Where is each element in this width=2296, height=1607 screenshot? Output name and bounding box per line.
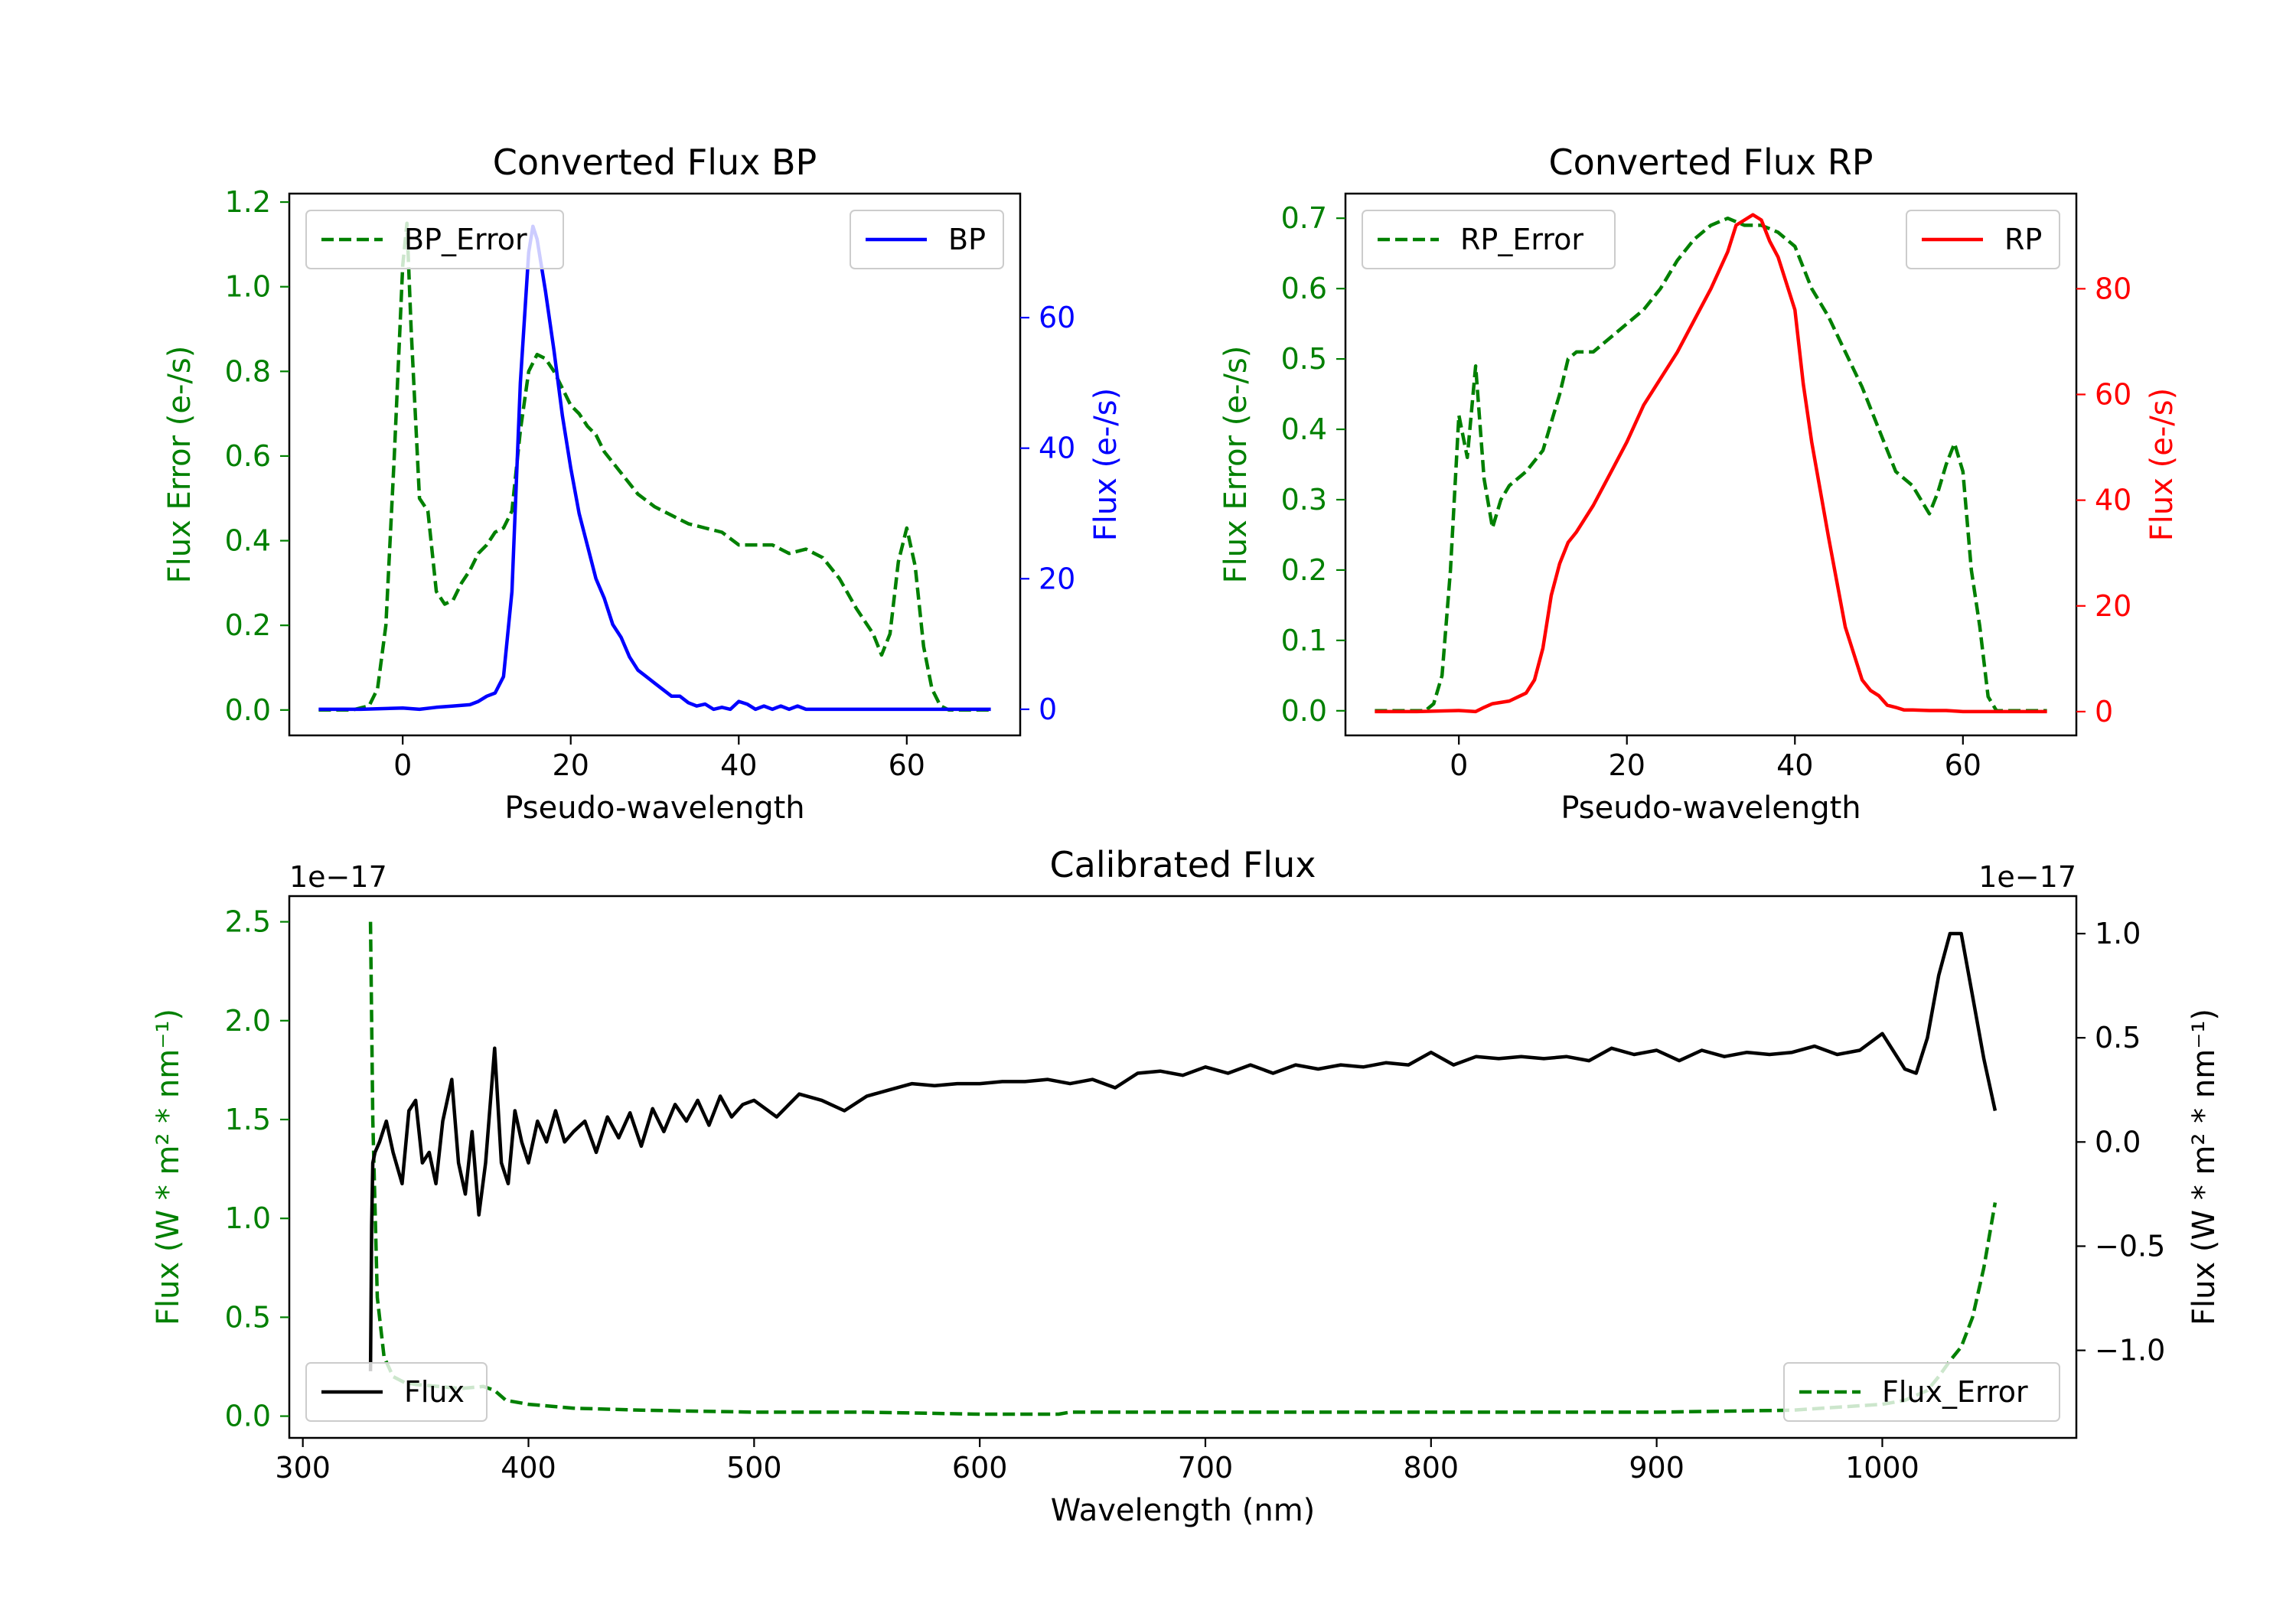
legend-box xyxy=(1362,210,1616,269)
y-left-tick-label: 0.5 xyxy=(1281,342,1327,376)
x-tick-label: 600 xyxy=(952,1451,1008,1485)
legend-box xyxy=(1783,1362,2060,1422)
y-left-axis-label: Flux Error (e-/s) xyxy=(1218,346,1254,584)
series-line-bp xyxy=(318,224,991,712)
y-left-tick-label: 0.8 xyxy=(225,354,271,388)
y-right-tick-label: 0 xyxy=(2095,695,2113,729)
y-left-tick-label: 2.5 xyxy=(225,905,271,939)
x-tick-label: 40 xyxy=(1776,748,1813,782)
y-left-offset-label: 1e−17 xyxy=(289,860,387,894)
y-left-tick-label: 2.0 xyxy=(225,1004,271,1038)
legend-label: Flux xyxy=(404,1375,465,1409)
x-tick-label: 1000 xyxy=(1845,1451,1919,1485)
y-left-tick-label: 0.2 xyxy=(225,608,271,642)
y-right-tick-label: −1.0 xyxy=(2095,1334,2165,1367)
y-right-tick-label: −0.5 xyxy=(2095,1229,2165,1263)
chart-title: Converted Flux BP xyxy=(493,142,817,183)
y-right-tick-label: 20 xyxy=(1039,562,1075,595)
x-tick-label: 900 xyxy=(1629,1451,1684,1485)
y-right-tick-label: 0.0 xyxy=(2095,1125,2141,1159)
chart-title: Converted Flux RP xyxy=(1549,142,1874,183)
x-axis-label: Pseudo-wavelength xyxy=(1561,790,1861,826)
y-right-tick-label: 60 xyxy=(2095,377,2131,411)
x-tick-label: 0 xyxy=(1450,748,1468,782)
y-right-tick-label: 20 xyxy=(2095,589,2131,623)
legend-flux: Flux xyxy=(305,1362,488,1422)
x-tick-label: 60 xyxy=(1945,748,1981,782)
series-line-rp xyxy=(1375,213,2047,714)
y-left-tick-label: 0.3 xyxy=(1281,483,1327,517)
y-right-axis-label: Flux (e-/s) xyxy=(1088,388,1124,541)
legend-bp-error: BP_Error xyxy=(305,210,564,269)
y-left-tick-label: 0.4 xyxy=(1281,412,1327,446)
x-axis-label: Wavelength (nm) xyxy=(1051,1493,1316,1528)
legend-flux-error: Flux_Error xyxy=(1783,1362,2060,1422)
x-tick-label: 20 xyxy=(553,748,589,782)
series-line-flux xyxy=(368,931,1998,1371)
y-right-tick-label: 0 xyxy=(1039,693,1057,726)
legend-bp: BP xyxy=(850,210,1004,269)
y-left-tick-label: 0.4 xyxy=(225,524,271,558)
y-right-axis-label: Flux (e-/s) xyxy=(2144,388,2180,541)
legend-label: RP xyxy=(2004,223,2042,256)
y-left-tick-label: 0.0 xyxy=(225,1400,271,1433)
y-left-tick-label: 1.2 xyxy=(225,185,271,219)
y-left-tick-label: 0.0 xyxy=(225,693,271,727)
y-right-tick-label: 80 xyxy=(2095,272,2131,305)
rp-converted-flux-panel: 0 20 40 60 0.0 0.1 0.2 0.3 0.4 0.5 0.6 0.7 0 20 40 60 80… xyxy=(1218,142,2180,826)
y-right-tick-label: 1.0 xyxy=(2095,917,2141,950)
calibrated-flux-panel: 300 400 500 600 700 800 900 1000 0.0 0.5 1.0 1.5 2.0… xyxy=(151,844,2222,1528)
legend-label: RP_Error xyxy=(1460,223,1583,256)
x-tick-label: 700 xyxy=(1178,1451,1234,1485)
y-left-tick-label: 0.1 xyxy=(1281,624,1327,657)
y-right-tick-label: 60 xyxy=(1039,301,1075,334)
y-left-tick-label: 1.0 xyxy=(225,1201,271,1235)
legend-label: BP_Error xyxy=(404,223,527,256)
y-left-tick-label: 0.0 xyxy=(1281,694,1327,728)
y-left-axis-label: Flux Error (e-/s) xyxy=(162,346,197,584)
y-left-tick-label: 1.0 xyxy=(225,270,271,304)
y-right-tick-label: 0.5 xyxy=(2095,1021,2141,1054)
legend-box xyxy=(305,1362,488,1422)
y-left-tick-label: 1.5 xyxy=(225,1103,271,1136)
plot-area xyxy=(318,221,991,712)
x-tick-label: 800 xyxy=(1404,1451,1459,1485)
y-left-axis-label: Flux (W * m² * nm⁻¹) xyxy=(151,1009,186,1325)
series-line-rp-error xyxy=(1375,216,2047,713)
x-tick-label: 60 xyxy=(889,748,925,782)
y-left-tick-label: 0.2 xyxy=(1281,553,1327,587)
y-right-offset-label: 1e−17 xyxy=(1978,860,2076,894)
x-tick-label: 20 xyxy=(1609,748,1645,782)
x-tick-label: 300 xyxy=(275,1451,331,1485)
plot-area xyxy=(1375,213,2047,714)
y-right-tick-label: 40 xyxy=(1039,432,1075,465)
x-tick-label: 40 xyxy=(720,748,757,782)
x-axis-label: Pseudo-wavelength xyxy=(504,790,804,826)
series-line-bp-error xyxy=(318,221,991,712)
legend-label: BP xyxy=(948,223,986,256)
y-right-axis-label: Flux (W * m² * nm⁻¹) xyxy=(2187,1009,2222,1325)
legend-box xyxy=(305,210,564,269)
y-left-tick-label: 0.5 xyxy=(225,1300,271,1334)
axes-frame xyxy=(1344,192,2078,737)
y-right-tick-label: 40 xyxy=(2095,484,2131,517)
legend-rp: RP xyxy=(1906,210,2060,269)
axes-frame xyxy=(288,192,1022,737)
bp-converted-flux-panel: 0 20 40 60 0.0 0.2 0.4 0.6 0.8 1.0 1.2 0 20 40 60 Conve… xyxy=(162,142,1124,826)
x-tick-label: 0 xyxy=(393,748,412,782)
y-left-tick-label: 0.6 xyxy=(1281,272,1327,305)
legend-label: Flux_Error xyxy=(1882,1375,2028,1409)
x-tick-label: 500 xyxy=(726,1451,782,1485)
y-left-tick-label: 0.6 xyxy=(225,439,271,473)
chart-title: Calibrated Flux xyxy=(1050,844,1316,885)
legend-rp-error: RP_Error xyxy=(1362,210,1616,269)
y-left-tick-label: 0.7 xyxy=(1281,201,1327,235)
x-tick-label: 400 xyxy=(501,1451,556,1485)
axes-frame xyxy=(288,895,2078,1439)
